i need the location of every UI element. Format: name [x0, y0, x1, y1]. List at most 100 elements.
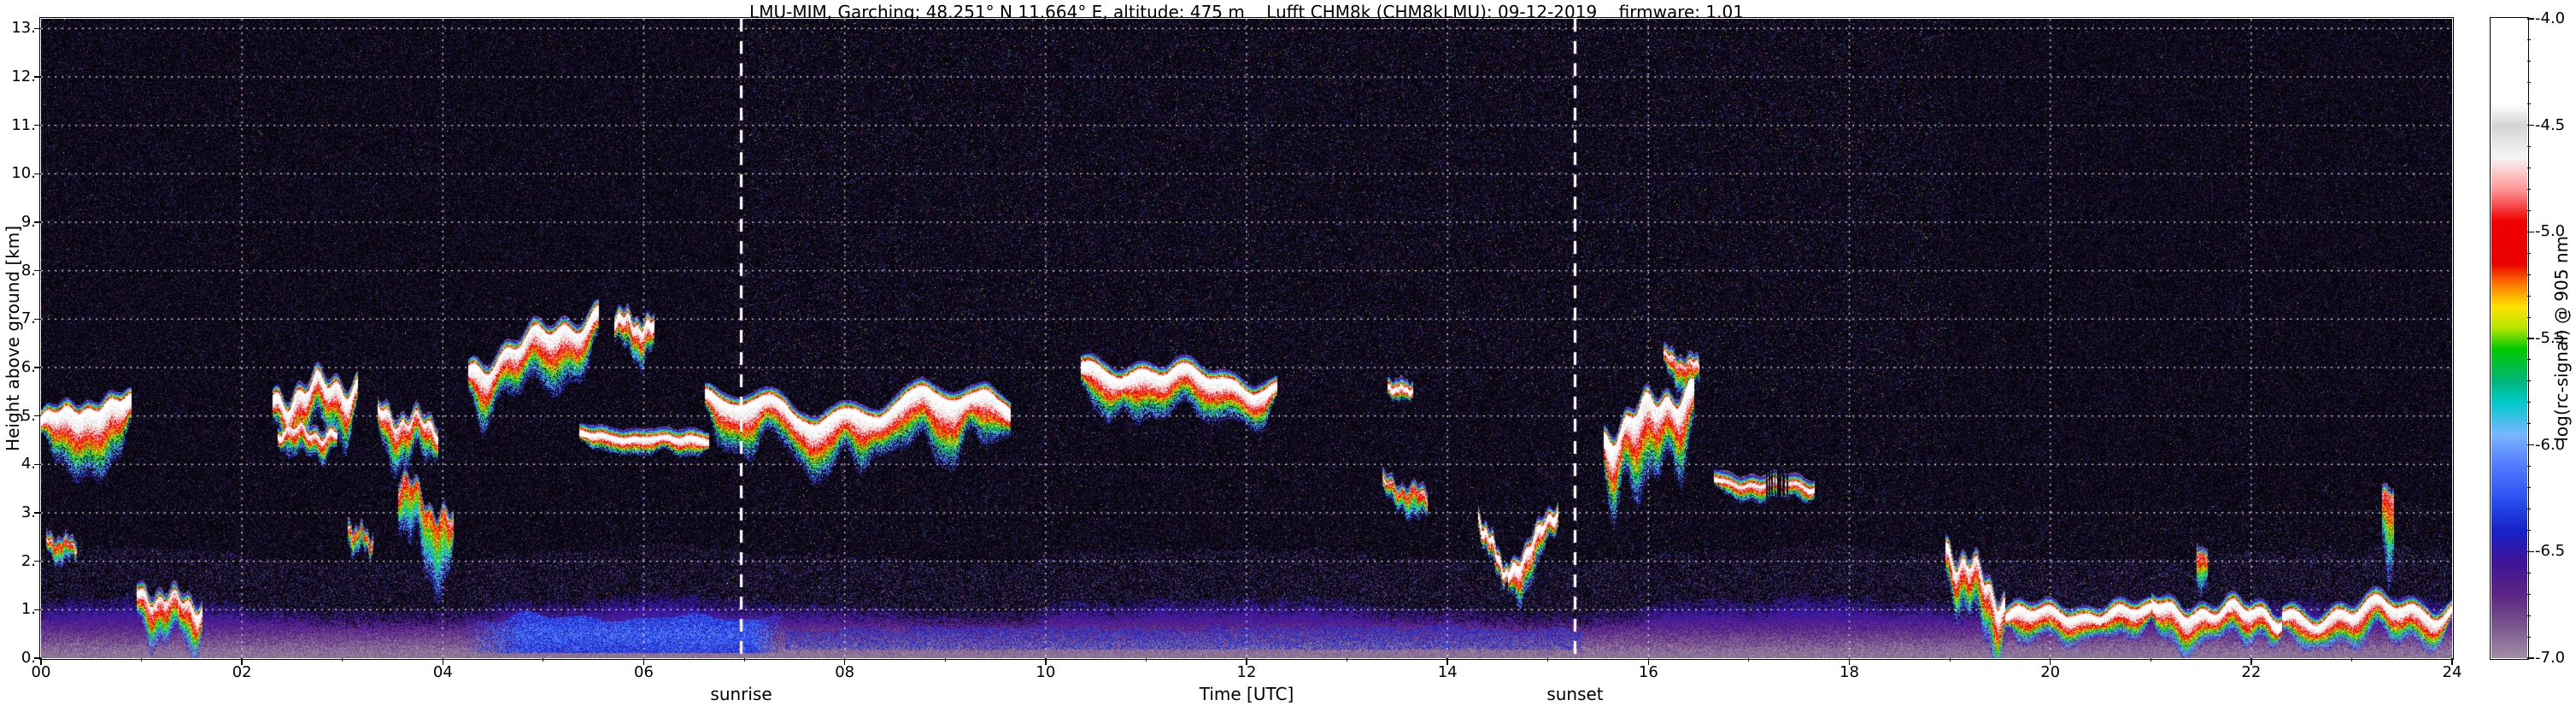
x-tick-mark [241, 658, 243, 665]
colorbar-minor-tick-mark [2527, 593, 2531, 595]
y-tick-mark [34, 124, 41, 126]
colorbar-minor-tick-mark [2527, 615, 2531, 616]
y-tick-mark [34, 27, 41, 30]
x-tick-mark [1848, 658, 1851, 665]
y-tick-mark [34, 512, 41, 514]
x-tick-mark [1446, 658, 1448, 665]
x-tick-label: 02 [232, 663, 252, 681]
x-minor-tick-mark [342, 658, 343, 662]
x-tick-label: 12 [1236, 663, 1257, 681]
x-tick-mark [643, 658, 645, 665]
y-tick-label: 11. [11, 115, 36, 134]
colorbar-tick-label: -4.0 [2535, 9, 2566, 27]
colorbar-minor-tick-mark [2527, 423, 2531, 425]
x-tick-label: 06 [634, 663, 654, 681]
x-tick-label: 10 [1036, 663, 1056, 681]
y-tick-label: 7. [21, 309, 36, 328]
colorbar-minor-tick-mark [2527, 252, 2531, 254]
y-tick-label: 8. [21, 261, 36, 279]
x-tick-label: 24 [2442, 663, 2462, 681]
colorbar-tick-mark [2527, 338, 2534, 339]
y-tick-label: 9. [21, 213, 36, 231]
x-tick-mark [2451, 658, 2453, 665]
y-tick-label: 13. [11, 19, 36, 38]
x-tick-mark [442, 658, 444, 665]
y-tick-label: 0. [21, 649, 36, 667]
colorbar-minor-tick-mark [2527, 39, 2531, 41]
y-tick-mark [34, 76, 41, 78]
x-minor-tick-mark [141, 658, 143, 662]
colorbar-minor-tick-mark [2527, 82, 2531, 84]
x-tick-label: 00 [31, 663, 51, 681]
sunset-annotation: sunset [1546, 684, 1604, 704]
x-tick-mark [2049, 658, 2051, 665]
colorbar-label: log(rc-signal) @ 905 nm [2550, 19, 2573, 658]
colorbar-tick-label: -6.0 [2535, 435, 2566, 454]
x-tick-label: 04 [432, 663, 453, 681]
colorbar-tick-mark [2527, 444, 2534, 446]
colorbar-minor-tick-mark [2527, 572, 2531, 574]
y-tick-label: 6. [21, 358, 36, 376]
colorbar-tick-label: -5.5 [2535, 329, 2566, 347]
colorbar-tick-label: -6.5 [2535, 542, 2566, 561]
x-minor-tick-mark [1145, 658, 1147, 662]
colorbar-minor-tick-mark [2527, 316, 2531, 318]
y-tick-label: 5. [21, 406, 36, 425]
x-tick-mark [1246, 658, 1247, 665]
y-tick-mark [34, 173, 41, 175]
y-tick-label: 3. [21, 503, 36, 521]
colorbar-minor-tick-mark [2527, 466, 2531, 468]
y-tick-mark [34, 463, 41, 466]
colorbar-minor-tick-mark [2527, 274, 2531, 275]
x-tick-mark [2250, 658, 2252, 665]
x-minor-tick-mark [2350, 658, 2352, 662]
colorbar-label-text: log(rc-signal) @ 905 nm [2551, 235, 2572, 442]
colorbar-minor-tick-mark [2527, 295, 2531, 297]
x-tick-label: 16 [1638, 663, 1658, 681]
colorbar-minor-tick-mark [2527, 359, 2531, 361]
y-tick-mark [34, 367, 41, 368]
colorbar-gradient [2491, 19, 2527, 658]
x-tick-label: 22 [2241, 663, 2262, 681]
x-tick-mark [1045, 658, 1047, 665]
y-tick-label: 1. [21, 600, 36, 619]
x-tick-label: 20 [2040, 663, 2061, 681]
y-tick-label: 4. [21, 455, 36, 474]
x-axis-label: Time [UTC] [1199, 684, 1294, 704]
x-minor-tick-mark [944, 658, 946, 662]
colorbar-minor-tick-mark [2527, 636, 2531, 638]
x-minor-tick-mark [1748, 658, 1750, 662]
x-tick-label: 08 [835, 663, 855, 681]
y-tick-label: 12. [11, 68, 36, 85]
x-minor-tick-mark [1949, 658, 1951, 662]
x-tick-label: 14 [1437, 663, 1458, 681]
y-tick-mark [34, 609, 41, 611]
y-tick-mark [34, 221, 41, 223]
x-tick-mark [1647, 658, 1650, 665]
colorbar-minor-tick-mark [2527, 188, 2531, 190]
colorbar-minor-tick-mark [2527, 487, 2531, 489]
y-tick-mark [34, 657, 41, 659]
colorbar-tick-mark [2527, 18, 2534, 20]
heatmap-canvas [41, 19, 2452, 658]
y-tick-mark [34, 318, 41, 321]
colorbar-tick-mark [2527, 550, 2534, 553]
colorbar-minor-tick-mark [2527, 380, 2531, 382]
x-tick-label: 18 [1840, 663, 1859, 681]
colorbar-tick-mark [2527, 124, 2534, 126]
colorbar-tick-label: -4.5 [2535, 115, 2566, 134]
colorbar-minor-tick-mark [2527, 209, 2531, 211]
colorbar-minor-tick-mark [2527, 529, 2531, 531]
colorbar-minor-tick-mark [2527, 61, 2531, 62]
x-minor-tick-mark [743, 658, 745, 662]
y-tick-mark [34, 560, 41, 562]
y-tick-mark [34, 415, 41, 417]
colorbar-minor-tick-mark [2527, 146, 2531, 148]
y-tick-mark [34, 269, 41, 272]
colorbar-tick-label: -5.0 [2535, 222, 2566, 241]
colorbar-minor-tick-mark [2527, 402, 2531, 403]
y-tick-label: 2. [21, 551, 36, 570]
x-minor-tick-mark [1547, 658, 1549, 662]
colorbar-tick-mark [2527, 231, 2534, 233]
